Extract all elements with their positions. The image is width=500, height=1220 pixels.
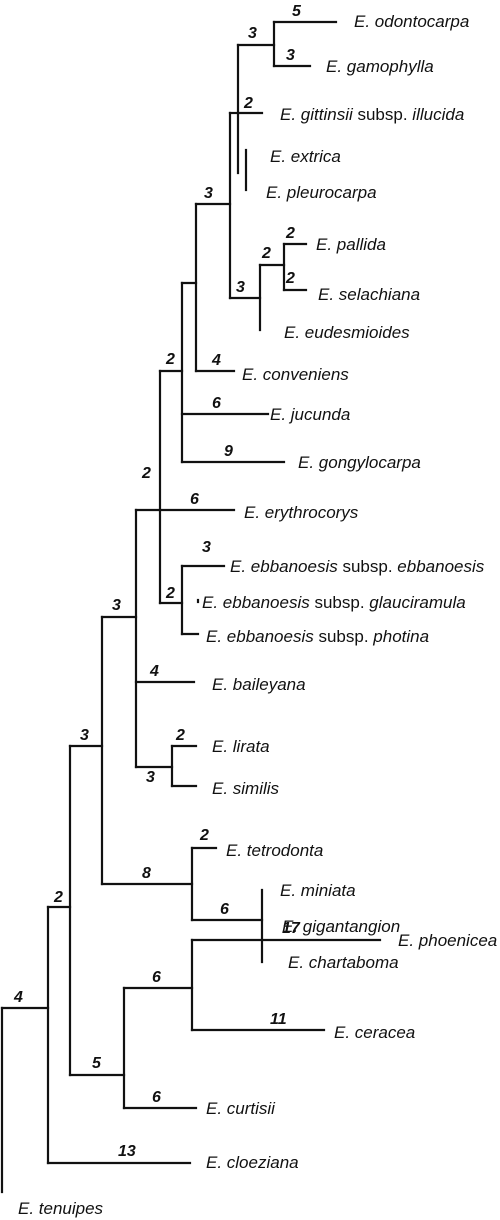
- taxon-label-gittinsii: E. gittinsii subsp. illucida: [280, 105, 464, 124]
- taxon-label-ceracea: E. ceracea: [334, 1023, 415, 1042]
- support-value-clade-a: 3: [204, 185, 213, 202]
- support-value-clade-f: 2: [53, 889, 63, 906]
- taxon-label-pleurocarpa: E. pleurocarpa: [266, 183, 377, 202]
- taxon-label-chartaboma: E. chartaboma: [288, 953, 399, 972]
- taxon-label-similis: E. similis: [212, 779, 280, 798]
- taxon-label-ebbanoesis-photina: E. ebbanoesis subsp. photina: [206, 627, 429, 646]
- support-value-conveniens: 4: [211, 352, 221, 369]
- taxon-label-miniata: E. miniata: [280, 881, 356, 900]
- taxon-label-pallida: E. pallida: [316, 235, 386, 254]
- support-value-root: 4: [13, 989, 23, 1006]
- support-value-erythrocorys: 6: [190, 491, 199, 508]
- taxon-label-erythrocorys: E. erythrocorys: [244, 503, 359, 522]
- support-value-cloeziana: 13: [118, 1143, 136, 1160]
- support-value-gittinsii: 2: [243, 95, 253, 112]
- support-value-pho-cer: 6: [152, 969, 161, 986]
- taxon-labels: E. odontocarpa E. gamophylla E. gittinsii …: [18, 12, 497, 1218]
- support-value-miniata-clade: 6: [220, 901, 229, 918]
- support-value-curtisii: 6: [152, 1089, 161, 1106]
- taxon-label-conveniens: E. conveniens: [242, 365, 349, 384]
- support-value-clade-d: 3: [112, 597, 121, 614]
- support-value-pal-sel-eud: 3: [236, 279, 245, 296]
- tree-branches: [0, 20, 382, 1194]
- taxon-label-tenuipes: E. tenuipes: [18, 1199, 104, 1218]
- taxon-label-gongylocarpa: E. gongylocarpa: [298, 453, 421, 472]
- support-value-lirata: 2: [175, 727, 185, 744]
- taxon-label-ebbanoesis-glauciramula: E. ebbanoesis subsp. glauciramula: [202, 593, 466, 612]
- taxon-label-jucunda: E. jucunda: [270, 405, 350, 424]
- support-value-baileyana: 4: [149, 663, 159, 680]
- support-value-ebbanoesis-clade: 2: [165, 585, 175, 602]
- support-value-gongylocarpa: 9: [224, 443, 233, 460]
- support-value-clade-b: 2: [165, 351, 175, 368]
- support-value-tetrodonta: 2: [199, 827, 209, 844]
- support-value-tetrodonta-clade: 8: [142, 865, 151, 882]
- taxon-label-gamophylla: E. gamophylla: [326, 57, 434, 76]
- support-value-clade-e: 3: [80, 727, 89, 744]
- support-value-selachiana: 2: [285, 270, 295, 287]
- taxon-label-phoenicea: E. phoenicea: [398, 931, 497, 950]
- support-value-lir-sim: 3: [146, 769, 155, 786]
- support-value-ceracea: 11: [270, 1011, 287, 1028]
- support-value-clade-c: 2: [141, 465, 151, 482]
- taxon-label-ebbanoesis-ebbanoesis: E. ebbanoesis subsp. ebbanoesis: [230, 557, 485, 576]
- support-value-jucunda: 6: [212, 395, 221, 412]
- taxon-label-baileyana: E. baileyana: [212, 675, 306, 694]
- support-value-odontocarpa: 5: [292, 3, 302, 20]
- support-value-phoenicea-clade: 5: [92, 1055, 102, 1072]
- taxon-label-lirata: E. lirata: [212, 737, 270, 756]
- support-value-pallida: 2: [285, 225, 295, 242]
- support-value-odo-gam: 3: [248, 25, 257, 42]
- support-value-ebbanoesis: 3: [202, 539, 211, 556]
- taxon-label-selachiana: E. selachiana: [318, 285, 420, 304]
- taxon-label-eudesmioides: E. eudesmioides: [284, 323, 410, 342]
- taxon-label-odontocarpa: E. odontocarpa: [354, 12, 469, 31]
- taxon-label-cloeziana: E. cloeziana: [206, 1153, 299, 1172]
- support-value-gamophylla: 3: [286, 47, 295, 64]
- taxon-label-gigantangion: E. gigantangion: [282, 917, 400, 936]
- taxon-label-tetrodonta: E. tetrodonta: [226, 841, 323, 860]
- support-value-phoenicea: 17: [282, 920, 301, 937]
- support-value-pal-sel: 2: [261, 245, 271, 262]
- taxon-label-extrica: E. extrica: [270, 147, 341, 166]
- taxon-label-curtisii: E. curtisii: [206, 1099, 276, 1118]
